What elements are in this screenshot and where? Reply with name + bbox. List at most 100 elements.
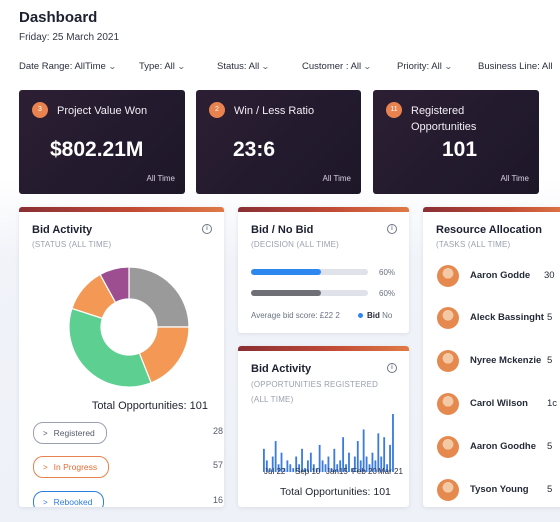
histogram-bar (330, 468, 333, 472)
status-row-registered[interactable]: > Registered 28 (33, 422, 223, 444)
chevron-down-icon: ⌄ (176, 62, 186, 71)
bid-legend: Bid No (358, 311, 392, 320)
chevron-right-icon: > (43, 498, 48, 507)
bid-activity-opportunities-card: Bid Activity (OPPORTUNITIES REGISTERED (… (238, 346, 409, 507)
no-bid-progress-fill (251, 290, 322, 296)
status-row-in-progress[interactable]: > In Progress 57 (33, 456, 223, 478)
filter-type[interactable]: Type: All ⌄ (139, 61, 186, 72)
filter-customer[interactable]: Customer : All ⌄ (302, 61, 372, 72)
kpi-badge: 3 (32, 102, 48, 118)
filter-business-line[interactable]: Business Line: All (478, 61, 552, 72)
donut-slice-2[interactable] (68, 307, 152, 388)
histogram-bar (353, 456, 356, 472)
donut-slice-0[interactable] (128, 266, 190, 328)
histogram-bar (345, 464, 347, 472)
person-name: Aleck Bassinght (470, 312, 544, 323)
card-title: Bid Activity (251, 363, 312, 375)
bid-activity-status-card: Bid Activity (STATUS (ALL TIME) i Total … (19, 207, 224, 507)
person-name: Nyree Mckenzie (470, 355, 542, 366)
kpi-value: 23:6 (233, 138, 276, 161)
task-count: 5 (547, 441, 553, 452)
bid-progress-track (251, 269, 368, 275)
histogram-bar (365, 456, 368, 472)
status-pill[interactable]: > Rebooked (33, 491, 105, 507)
legend-bid-label: Bid (367, 311, 380, 320)
status-pill[interactable]: > Registered (33, 422, 107, 444)
filter-label: Type: All (139, 61, 175, 72)
filter-status[interactable]: Status: All ⌄ (217, 61, 270, 72)
resource-person-row[interactable]: Carol Wilson 1c (423, 393, 560, 423)
x-tick: Mar 21 (378, 467, 403, 476)
kpi-period: All Time (146, 174, 175, 183)
histogram-bar (309, 452, 312, 472)
histogram-bar (389, 444, 391, 472)
filter-label: Status: All (217, 61, 260, 72)
donut-slice-4[interactable] (99, 266, 130, 304)
card-subtitle: (STATUS (ALL TIME) (32, 240, 112, 249)
resource-person-row[interactable]: Nyree Mckenzie 5 (423, 350, 560, 380)
histogram-bar (324, 464, 327, 472)
histogram-bar (359, 460, 362, 472)
person-name: Aaron Goodhe (470, 441, 536, 452)
resource-person-row[interactable]: Aleck Bassinght 5 (423, 307, 560, 337)
resource-person-row[interactable]: Aaron Godde 30 (423, 265, 560, 295)
histogram-bar (386, 464, 389, 472)
kpi-label: Win / Less Ratio (234, 105, 315, 117)
resource-person-row[interactable]: Aaron Goodhe 5 (423, 436, 560, 466)
x-tick: Jul 22 (264, 467, 286, 476)
filter-priority[interactable]: Priority: All ⌄ (397, 61, 453, 72)
kpi-card-registered[interactable]: 11 Registered Opportunities 101 All Time (373, 90, 539, 194)
histogram-bar (295, 456, 298, 472)
histogram-bar (362, 429, 365, 472)
histogram-bar (339, 460, 342, 472)
histogram-bar (392, 414, 394, 472)
bid-percent: 60% (379, 268, 396, 277)
task-count: 1c (547, 398, 558, 409)
card-subtitle: (TASKS (ALL TIME) (436, 240, 511, 249)
task-count: 5 (547, 484, 553, 495)
status-pill[interactable]: > In Progress (33, 456, 110, 478)
histogram-bar (304, 468, 306, 472)
filter-label: Business Line: All (478, 61, 553, 72)
histogram-bar (356, 441, 359, 472)
x-axis-ticks: Jul 22 Sep 10 Jan15 Feb 20 Mar 21 (258, 467, 408, 477)
kpi-card-project-value[interactable]: 3 Project Value Won $802.21M All Time (19, 90, 185, 194)
histogram-bar (383, 437, 386, 472)
filter-date-range[interactable]: Date Range: AllTime ⌄ (19, 61, 116, 72)
resource-person-row[interactable]: Tyson Young 5 (423, 479, 560, 507)
histogram-bar (336, 464, 339, 472)
chevron-right-icon: > (43, 429, 48, 438)
avatar (437, 479, 459, 501)
histogram-bar (321, 460, 324, 472)
info-icon[interactable]: i (387, 363, 397, 373)
person-name: Carol Wilson (470, 398, 528, 409)
total-opportunities: Total Opportunities: 101 (280, 486, 391, 498)
histogram-bar (315, 468, 318, 472)
histogram-bar (263, 448, 265, 472)
kpi-card-win-loss[interactable]: 2 Win / Less Ratio 23:6 All Time (196, 90, 361, 194)
filter-label: Date Range: AllTime (19, 61, 106, 72)
histogram-bar (283, 468, 286, 472)
card-accent-bar (238, 207, 409, 212)
histogram-bar (368, 464, 371, 472)
legend-dot-icon (358, 313, 363, 318)
chevron-right-icon: > (43, 463, 48, 472)
histogram-bar (268, 468, 271, 472)
histogram-bar (280, 452, 283, 472)
histogram-bar (371, 452, 374, 472)
status-row-rebooked[interactable]: > Rebooked 16 (33, 491, 223, 507)
histogram-bar (289, 464, 292, 472)
task-count: 5 (547, 312, 553, 323)
info-icon[interactable]: i (387, 224, 397, 234)
opportunities-bar-chart (263, 414, 394, 472)
card-title: Bid / No Bid (251, 224, 314, 236)
info-icon[interactable]: i (202, 224, 212, 234)
status-count: 16 (212, 495, 223, 505)
histogram-bar (351, 468, 353, 472)
histogram-bar (327, 456, 330, 472)
kpi-period: All Time (500, 174, 529, 183)
avatar (437, 350, 459, 372)
resource-allocation-card: Resource Allocation (TASKS (ALL TIME) Aa… (423, 207, 560, 507)
chevron-down-icon: ⌄ (443, 62, 453, 71)
histogram-bar (312, 464, 315, 472)
